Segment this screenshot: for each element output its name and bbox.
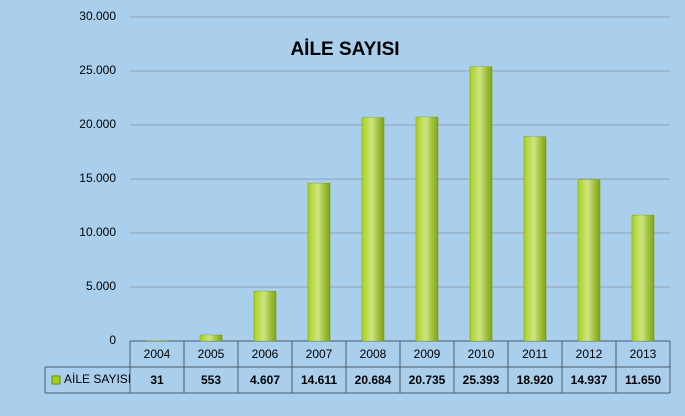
x-tick-label: 2006 [252, 347, 279, 361]
bar [199, 334, 223, 342]
y-tick-label: 30.000 [79, 9, 116, 23]
bar [253, 290, 277, 342]
table-value: 11.650 [625, 373, 661, 387]
legend-key [51, 375, 61, 385]
bar [577, 179, 601, 342]
table-value: 18.920 [517, 373, 554, 387]
y-tick-label: 10.000 [79, 225, 116, 239]
y-tick-label: 15.000 [79, 171, 116, 185]
x-tick-label: 2009 [414, 347, 441, 361]
chart-title: AİLE SAYISI [290, 39, 399, 60]
bar [469, 66, 493, 342]
bar [361, 117, 385, 342]
y-tick-label: 20.000 [79, 117, 116, 131]
x-tick-label: 2005 [198, 347, 225, 361]
bar [307, 182, 331, 342]
y-tick-label: 0 [109, 333, 116, 347]
table-value: 4.607 [250, 373, 280, 387]
table-value: 553 [201, 373, 221, 387]
table-value: 14.937 [571, 373, 608, 387]
bar [631, 214, 655, 342]
table-value: 20.684 [355, 373, 392, 387]
legend-label: AİLE SAYISI [64, 372, 131, 386]
x-tick-label: 2010 [468, 347, 495, 361]
table-value: 25.393 [463, 373, 500, 387]
x-tick-label: 2004 [144, 347, 171, 361]
bar [415, 116, 439, 342]
table-value: 14.611 [301, 373, 337, 387]
table-value: 20.735 [409, 373, 446, 387]
x-tick-label: 2013 [630, 347, 657, 361]
y-tick-label: 25.000 [79, 63, 116, 77]
x-tick-label: 2007 [306, 347, 333, 361]
x-tick-label: 2011 [522, 347, 548, 361]
y-tick-label: 5.000 [86, 279, 116, 293]
x-tick-label: 2008 [360, 347, 387, 361]
x-tick-label: 2012 [576, 347, 603, 361]
table-value: 31 [150, 373, 164, 387]
bar [523, 136, 547, 342]
